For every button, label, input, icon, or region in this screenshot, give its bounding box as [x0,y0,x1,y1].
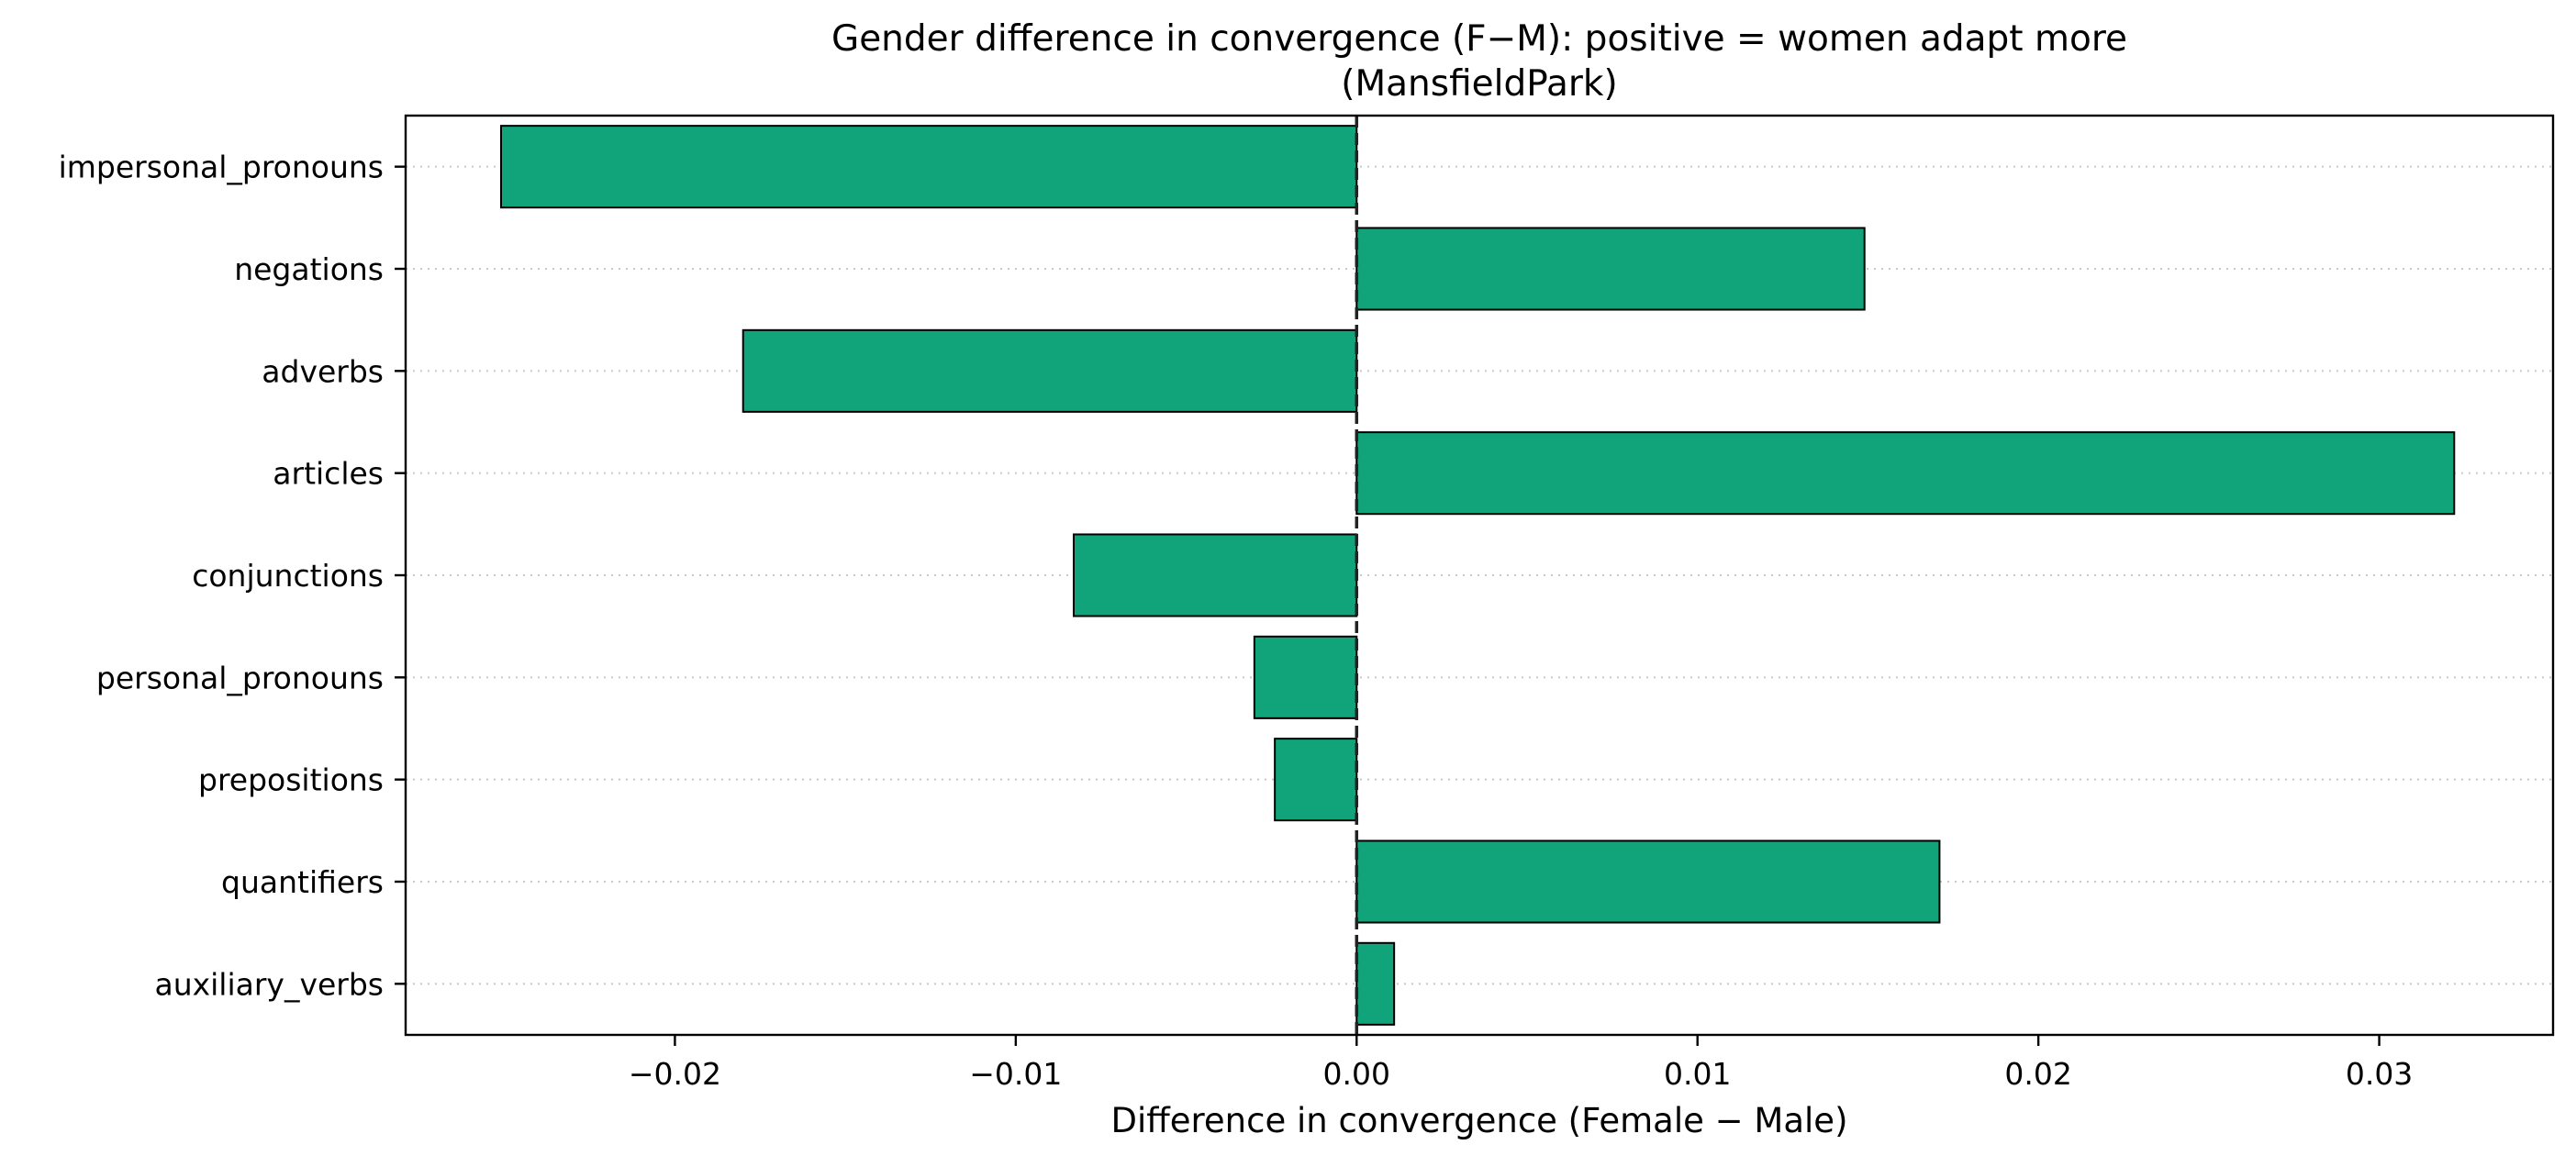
y-tick-label: quantifiers [221,864,384,900]
y-tick-label: negations [234,251,384,287]
x-tick-label: 0.02 [2004,1056,2071,1092]
chart-title: Gender difference in convergence (F−M): … [831,18,2127,60]
bar-personal-pronouns [1253,635,1358,719]
bar-conjunctions [1073,533,1358,617]
bar-prepositions [1274,738,1358,822]
bar-quantifiers [1355,839,1941,924]
x-tick-label: 0.00 [1323,1056,1390,1092]
y-axis: impersonal_pronouns negations adverbs artic… [59,150,406,1002]
bar-adverbs [742,328,1358,413]
x-tick-label: −0.01 [969,1056,1062,1092]
x-tick-label: 0.01 [1664,1056,1731,1092]
y-tick-label: articles [273,456,384,492]
y-tick-label: auxiliary_verbs [154,966,384,1002]
x-tick-label: −0.02 [629,1056,721,1092]
y-tick-label: impersonal_pronouns [59,150,384,185]
bar-impersonal-pronouns [500,125,1358,209]
x-tick-label: 0.03 [2346,1056,2413,1092]
y-tick-label: prepositions [198,762,384,798]
x-axis: −0.02 −0.01 0.00 0.01 0.02 0.03 [629,1035,2413,1092]
bar-articles [1355,431,2456,516]
chart-subtitle: (MansfieldPark) [1341,63,1617,105]
bar-negations [1355,227,1866,311]
bars [500,125,2456,1026]
x-axis-label: Difference in convergence (Female − Male… [1110,1101,1847,1140]
bar-auxiliary-verbs [1355,941,1396,1026]
y-tick-label: conjunctions [192,558,384,594]
y-tick-label: adverbs [262,353,384,389]
y-tick-label: personal_pronouns [96,660,384,695]
